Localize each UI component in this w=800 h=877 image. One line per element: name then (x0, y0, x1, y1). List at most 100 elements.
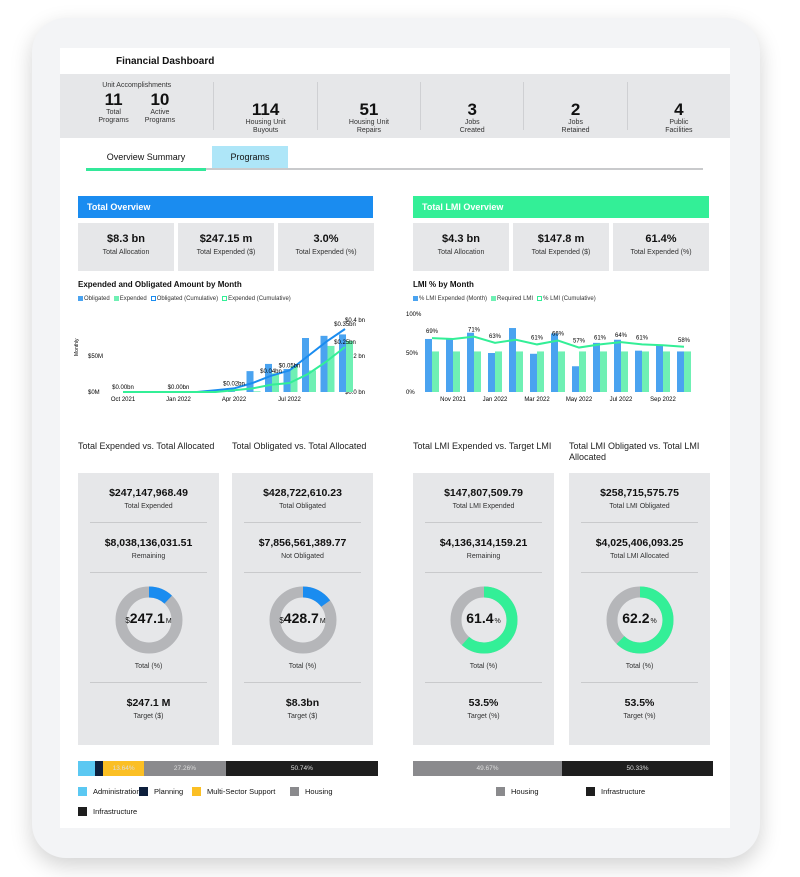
segment-housing[interactable]: 27.26% (144, 761, 226, 776)
donut-suffix: M (165, 618, 172, 625)
panel-label: Target ($) (133, 713, 164, 720)
panel-value: 53.5% (468, 697, 499, 709)
expended-cumulative-line (123, 346, 346, 393)
y-tick-label: 0% (406, 390, 415, 396)
legend-label: Multi-Sector Support (207, 787, 276, 796)
legend-label: Planning (154, 787, 184, 796)
data-label: 63% (489, 334, 502, 340)
legend-swatch (192, 787, 201, 796)
x-tick-label: Jan 2022 (483, 397, 508, 402)
tab-bar: Overview Summary Programs (86, 146, 703, 171)
y-tick-label: $50M (88, 354, 103, 360)
data-label: 69% (426, 329, 439, 335)
legend-label: Administration (93, 787, 141, 796)
legend-label: Housing (305, 787, 333, 796)
data-label: 57% (573, 339, 586, 345)
kpi-jobs-created: 3 Jobs Created (421, 82, 525, 134)
lmi-expended-bar (488, 353, 495, 392)
kpi-value: 11 (104, 90, 123, 109)
required-lmi-bar (642, 351, 649, 392)
lmi-expended-bar (551, 333, 558, 392)
panel-label: Target (%) (623, 713, 656, 720)
data-label: $0.35bn (334, 322, 356, 328)
x-tick-label: Jan 2022 (166, 397, 191, 402)
lmi-expended-bar (677, 351, 684, 392)
expended-bar (272, 373, 279, 392)
segment-housing[interactable]: 49.67% (413, 761, 562, 776)
required-lmi-bar (621, 351, 628, 392)
panel-label: Total LMI Expended (452, 503, 515, 510)
stat-label: Total Allocation (437, 249, 485, 256)
data-label: 71% (468, 328, 481, 334)
legend-item: Planning (139, 787, 183, 796)
panel-label: Target (%) (467, 713, 500, 720)
right-chart-legend: % LMI Expended (Month) Required LMI % LM… (413, 296, 596, 302)
summary-panel: $147,807,509.79 Total LMI Expended $4,13… (413, 473, 554, 745)
kpi-strip: Unit Accomplishments 11 Total Programs 10 A… (60, 74, 730, 138)
kpi-label: Housing Unit (245, 119, 286, 126)
donut-chart: 61.4% (447, 583, 521, 657)
right-stat-card: 61.4% Total Expended (%) (613, 223, 709, 271)
donut-suffix: % (494, 618, 501, 625)
donut-suffix: % (650, 618, 657, 625)
donut-chart: $428.7M (266, 583, 340, 657)
data-label: $0.02bn (223, 381, 245, 387)
legend-swatch (78, 807, 87, 816)
data-label: 64% (615, 333, 628, 339)
segment-infrastructure[interactable]: 50.33% (562, 761, 713, 776)
stack-left-bar: 13.64% 27.26% 50.74% (78, 761, 378, 776)
required-lmi-bar (495, 351, 502, 392)
lmi-cumulative-line (431, 335, 685, 349)
y-tick-label: 50% (406, 351, 419, 357)
tab-overview-summary[interactable]: Overview Summary (86, 146, 206, 171)
y-axis-label: Monthly (74, 338, 80, 356)
segment-planning[interactable] (94, 761, 104, 776)
segment-administration[interactable] (78, 761, 95, 776)
kpi-label: Facilities (665, 127, 693, 134)
stat-value: $147.8 m (537, 233, 585, 245)
obligated-bar (228, 391, 235, 392)
required-lmi-bar (432, 351, 439, 392)
x-tick-label: Nov 2021 (440, 397, 466, 402)
kpi-value: 114 (251, 100, 280, 119)
stat-value: 61.4% (645, 233, 677, 245)
panel-title: Total Expended vs. Total Allocated (78, 441, 215, 451)
kpi-label: Retained (561, 127, 590, 134)
expended-bar (253, 391, 261, 392)
legend-swatch (78, 787, 87, 796)
panel-title: Total LMI Obligated vs. Total LMI Alloca… (569, 441, 700, 462)
lmi-expended-bar (530, 353, 537, 392)
x-tick-label: Jul 2022 (610, 397, 633, 402)
lmi-expended-bar (572, 366, 579, 392)
lmi-expended-bar (446, 338, 453, 392)
segment-multi-sector-support[interactable]: 13.64% (103, 761, 145, 776)
x-tick-label: Jul 2022 (278, 397, 301, 402)
y2-tick-label: $0.0 bn (345, 390, 365, 396)
kpi-value: 2 (570, 100, 581, 119)
panel-label: Total (%) (625, 663, 654, 670)
required-lmi-bar (663, 351, 670, 392)
tab-programs[interactable]: Programs (212, 146, 288, 168)
summary-panel: $258,715,575.75 Total LMI Obligated $4,0… (569, 473, 710, 745)
donut-value: 247.1 (129, 610, 165, 626)
required-lmi-bar (453, 351, 460, 392)
panel-label: Target ($) (287, 713, 318, 720)
required-lmi-bar (600, 351, 607, 392)
kpi-value: 4 (674, 100, 684, 119)
panel-value: $428,722,610.23 (263, 487, 342, 499)
kpi-label: Created (459, 127, 485, 134)
legend-item: Administration (78, 787, 141, 796)
y-tick-label: 100% (406, 312, 422, 318)
panel-value: $4,025,406,093.25 (595, 537, 684, 549)
kpi-jobs-retained: 2 Jobs Retained (524, 82, 628, 134)
panel-value: $4,136,314,159.21 (439, 537, 528, 549)
data-label: 61% (594, 335, 607, 341)
data-label: 58% (678, 338, 691, 344)
donut-value: 61.4 (466, 610, 494, 626)
kpi-public-facilities: 4 Public Facilities (628, 82, 730, 134)
required-lmi-bar (516, 351, 523, 392)
lmi-by-month-chart: 0% 50% 100% Nov 2021 Jan 2022 Mar 2022 May 202… (406, 312, 691, 402)
segment-infrastructure[interactable]: 50.74% (225, 761, 378, 776)
panel-label: Total (%) (288, 663, 317, 670)
data-label: $0.04bn (260, 369, 282, 375)
